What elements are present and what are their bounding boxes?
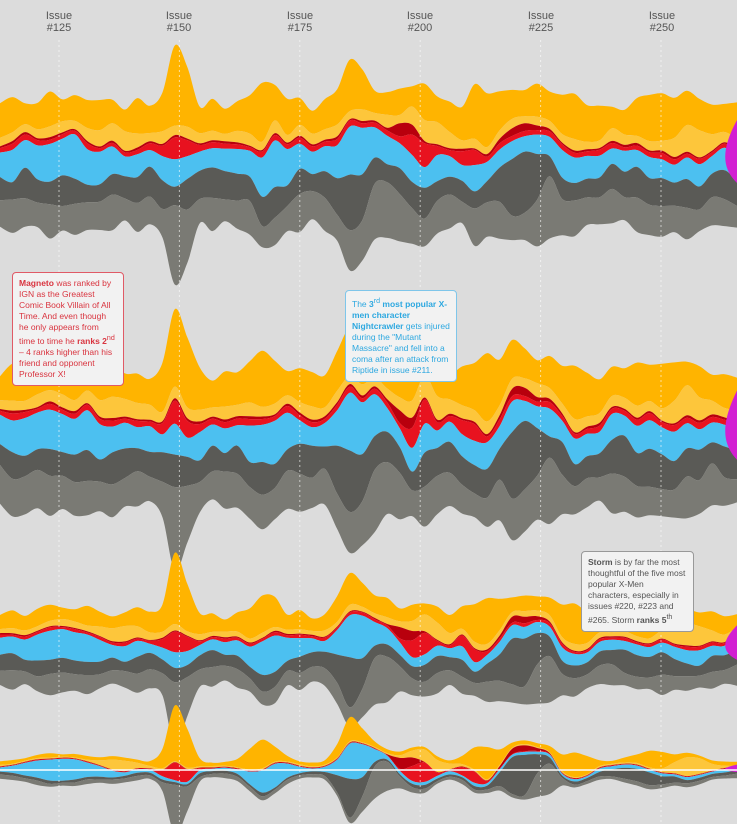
stream-4-storm-layer bbox=[0, 705, 737, 780]
stream-1-gray-dark-layer bbox=[0, 151, 737, 231]
stream-3-gray-dark-layer bbox=[0, 632, 737, 708]
annotation-magneto-sup: nd bbox=[106, 334, 115, 342]
tick-line1: Issue bbox=[45, 10, 73, 22]
stream-3-storm-layer bbox=[0, 552, 737, 645]
stream-4-nightcrawler-layer bbox=[0, 742, 737, 793]
tick-line2: #150 bbox=[166, 22, 192, 34]
annotation-storm-name: Storm bbox=[588, 557, 613, 567]
stream-3-magneto-layer bbox=[0, 611, 737, 663]
annotation-nightcrawler: The 3rd most popular X-men character Nig… bbox=[345, 290, 457, 382]
annotation-nightcrawler-sup: rd bbox=[373, 297, 381, 305]
stream-3-nightcrawler-layer bbox=[0, 614, 737, 676]
annotation-magneto-text2: – 4 ranks higher than his friend and opp… bbox=[19, 346, 113, 379]
tick-label-150: Issue #150 bbox=[149, 10, 209, 34]
stream-2-gray-light-layer bbox=[0, 457, 737, 572]
annotation-storm-text: is by far the most thoughtful of the fiv… bbox=[588, 557, 686, 625]
stream-3 bbox=[0, 552, 737, 748]
tick-line2: #200 bbox=[407, 22, 433, 34]
tick-line1: Issue bbox=[406, 10, 434, 22]
stream-1-magneto-layer bbox=[0, 119, 737, 168]
annotation-storm-sup: th bbox=[666, 613, 673, 621]
stream-2-magenta-layer bbox=[725, 390, 737, 460]
stream-4 bbox=[0, 705, 737, 824]
stream-4-gray-light-layer bbox=[0, 760, 737, 824]
tick-line1: Issue bbox=[648, 10, 676, 22]
stream-1-storm-light-layer bbox=[0, 106, 737, 158]
tick-line2: #175 bbox=[287, 22, 313, 34]
tick-label-175: Issue #175 bbox=[270, 10, 330, 34]
stream-1-nightcrawler-layer bbox=[0, 125, 737, 198]
tick-label-200: Issue #200 bbox=[390, 10, 450, 34]
tick-line2: #125 bbox=[46, 22, 72, 34]
stream-2-magneto-layer bbox=[0, 386, 737, 448]
annotation-nightcrawler-rank: 3 bbox=[369, 298, 374, 309]
tick-label-250: Issue #250 bbox=[632, 10, 692, 34]
stream-1-gray-light-layer bbox=[0, 176, 737, 286]
streams-group bbox=[0, 44, 737, 824]
stream-4-magneto-layer bbox=[0, 741, 737, 785]
stream-2-nightcrawler-layer bbox=[0, 392, 737, 472]
stream-2-storm-light-layer bbox=[0, 375, 737, 435]
annotation-storm-rank: ranks 5 bbox=[636, 614, 667, 625]
tick-line1: Issue bbox=[527, 10, 555, 22]
annotation-nightcrawler-text: gets injured during the "Mutant Massacre… bbox=[352, 320, 450, 375]
stream-1-storm-layer bbox=[0, 44, 737, 148]
annotation-magneto: Magneto was ranked by IGN as the Greates… bbox=[12, 272, 124, 386]
stream-3-magenta-layer bbox=[725, 625, 737, 660]
tick-line2: #225 bbox=[528, 22, 554, 34]
tick-label-225: Issue #225 bbox=[511, 10, 571, 34]
stream-1-magenta-layer bbox=[725, 120, 737, 183]
annotation-nightcrawler-bold: most popular X-men character Nightcrawle… bbox=[352, 298, 448, 331]
tick-label-125: Issue #125 bbox=[29, 10, 89, 34]
annotation-magneto-text1: was ranked by IGN as the Greatest Comic … bbox=[19, 278, 112, 346]
stream-1 bbox=[0, 44, 737, 286]
stream-3-storm-light-layer bbox=[0, 603, 737, 652]
annotation-magneto-rank: ranks 2 bbox=[77, 335, 107, 346]
tick-lines bbox=[0, 40, 737, 824]
stream-2-gray-dark-layer bbox=[0, 420, 737, 513]
tick-line1: Issue bbox=[286, 10, 314, 22]
annotation-magneto-name: Magneto bbox=[19, 278, 54, 288]
annotation-storm: Storm is by far the most thoughtful of t… bbox=[581, 551, 694, 632]
annotation-nightcrawler-intro: The bbox=[352, 298, 370, 309]
tick-line1: Issue bbox=[165, 10, 193, 22]
tick-line2: #250 bbox=[649, 22, 675, 34]
